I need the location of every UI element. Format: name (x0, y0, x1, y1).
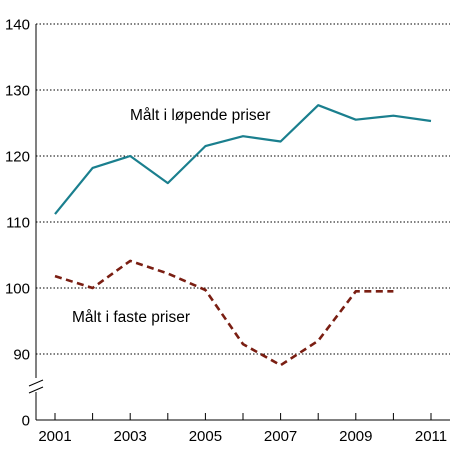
data-points (55, 105, 431, 365)
series-lines (54, 104, 432, 367)
y-tick-label: 130 (5, 83, 30, 100)
y-tick-label: 100 (5, 281, 30, 298)
x-tick-label-2001: 2001 (38, 428, 71, 445)
x-tick-label-2011: 2011 (415, 428, 447, 445)
series-line-0 (54, 104, 432, 215)
y-tick-label: 90 (13, 347, 30, 364)
series-label-lopende-priser: Målt i løpende priser (130, 107, 270, 124)
y-tick-label: 110 (6, 215, 30, 232)
series-label-faste-priser: Målt i faste priser (72, 309, 190, 326)
x-tick-label-2003: 2003 (114, 428, 147, 445)
y-tick-label: 140 (5, 17, 30, 34)
x-tick-labels: 2001 2003 2005 2007 2009 2011 (38, 428, 447, 445)
series-line-1 (54, 259, 394, 367)
x-tick-label-2005: 2005 (189, 428, 222, 445)
x-tick-label-2007: 2007 (264, 428, 297, 445)
gridlines (36, 23, 450, 355)
y-tick-label: 120 (5, 149, 30, 166)
y-tick-labels: 140 130 120 110 100 90 0 (5, 17, 30, 430)
y-axis-break-mark-bottom (28, 386, 44, 394)
y-tick-label: 0 (22, 413, 30, 430)
y-axis-break-mark-top (28, 379, 44, 387)
x-ticks (54, 413, 432, 420)
x-tick-label-2009: 2009 (339, 428, 372, 445)
